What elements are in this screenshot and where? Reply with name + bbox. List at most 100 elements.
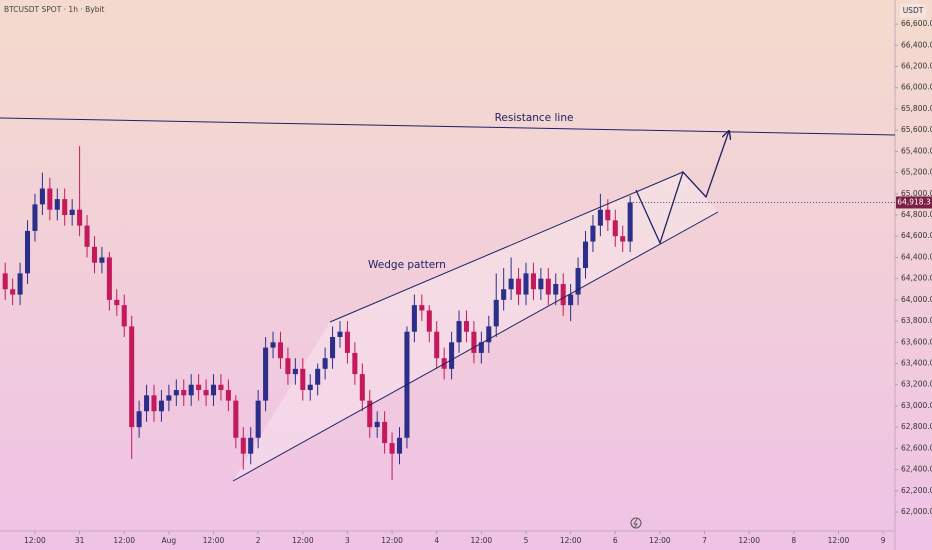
candle-body [32,204,38,231]
candle-body [99,257,105,263]
x-tick-label: Aug [162,536,177,545]
x-tick-label: 8 [791,536,796,545]
x-tick-label: 12:00 [24,536,46,545]
candle-body [426,310,432,332]
y-tick-label: 63,600.0 [901,337,932,346]
candle-body [158,400,164,412]
candle-body [590,225,596,242]
x-tick-label: 7 [702,536,707,545]
candle-body [627,202,633,242]
candle-body [605,209,611,221]
candle-body [218,384,224,391]
candle-body [196,384,202,391]
candle-body [24,230,31,274]
candle-body [121,305,127,327]
candle-body [508,278,514,290]
candle-body [374,421,380,428]
candle-body [240,437,246,454]
candle-body [456,321,462,343]
candle-body [307,384,313,391]
y-tick-label: 63,800.0 [901,316,932,325]
candle-body [300,368,306,391]
candle-body [359,374,365,401]
candle-body [255,400,261,438]
y-tick-label: 64,800.0 [901,210,932,219]
y-tick-label: 65,800.0 [901,104,932,113]
x-tick-label: 12:00 [203,536,225,545]
candle-body [136,411,142,428]
candle-body [597,209,603,226]
candle-body [352,352,358,375]
last-price-badge [896,196,932,209]
x-tick-label: 31 [75,536,85,545]
candle-body [263,347,269,401]
candle-body [344,331,350,353]
resistance-line [0,117,896,136]
candle-body [449,342,455,369]
x-tick-label: 2 [256,536,261,545]
candle-body [270,342,276,348]
resistance-label: Resistance line [495,112,574,124]
candle-body [612,220,618,237]
x-tick-label: 12:00 [649,536,671,545]
y-tick-label: 65,600.0 [901,125,932,134]
candle-body [396,437,403,454]
candle-body [54,199,60,210]
candle-body [560,283,566,306]
wedge-lower-line [232,211,719,482]
candle-body [129,326,135,428]
candle-body [144,395,150,412]
x-tick-label: 12:00 [471,536,493,545]
candle-body [337,331,343,337]
y-tick-label: 62,800.0 [901,422,932,431]
x-tick-label: 5 [524,536,529,545]
y-tick-label: 64,400.0 [901,252,932,261]
candle-body [173,390,179,396]
last-price-label: 64,918.3 [897,197,931,206]
candle-body [151,395,157,412]
candle-body [181,390,187,396]
x-tick-label: 12:00 [381,536,403,545]
x-tick-label: 12:00 [738,536,760,545]
candle-body [434,331,440,359]
candle-body [463,321,470,332]
candle-body [575,268,581,295]
candle-body [620,236,626,242]
candle-body [2,273,8,290]
candle-body [330,336,336,359]
x-tick-label: 6 [613,536,618,545]
candle-body [411,305,417,332]
x-tick-label: 12:00 [113,536,135,545]
candle-body [166,395,172,401]
candle-body [39,188,45,205]
candle-body [84,225,90,247]
x-tick-label: 12:00 [292,536,314,545]
x-tick-label: 12:00 [828,536,850,545]
candle-body [106,257,112,300]
y-tick-label: 65,400.0 [901,146,932,155]
x-tick-label: 3 [345,536,350,545]
candle-body [367,400,373,428]
y-tick-label: 62,200.0 [901,486,932,495]
candle-body [62,199,68,216]
event-icon [630,517,642,529]
candle-body [493,299,499,327]
x-tick-label: 12:00 [560,536,582,545]
candle-body [292,368,298,375]
candle-body [545,278,551,295]
candle-body [419,305,425,311]
y-tick-label: 66,200.0 [901,62,932,71]
candle-body [382,421,388,444]
y-tick-label: 63,400.0 [901,359,932,368]
y-tick-label: 65,000.0 [901,189,932,198]
candle-body [225,390,231,401]
y-tick-label: 63,000.0 [901,401,932,410]
candle-body [471,331,477,353]
x-tick-label: 9 [881,536,886,545]
candle-body [486,326,492,343]
candle-body [389,443,395,454]
y-tick-label: 66,600.0 [901,19,932,28]
candle-body [322,358,328,369]
y-tick-label: 66,000.0 [901,83,932,92]
